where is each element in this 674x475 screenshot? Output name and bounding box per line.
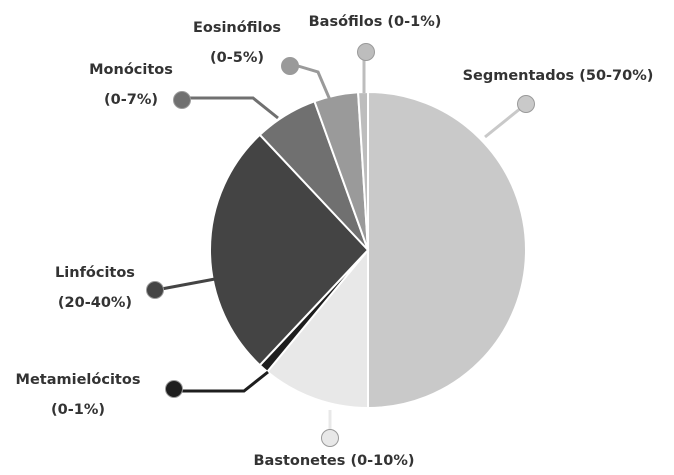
slice-label-6-line-0: Basófilos (0-1%) [309, 14, 442, 30]
slice-label-2-line-1: (0-1%) [51, 402, 105, 418]
slice-label-4-line-1: (0-7%) [104, 92, 158, 108]
pie-slice-0 [367, 90, 527, 410]
slice-label-5-line-0: Eosinófilos [193, 20, 281, 36]
legend-marker-1 [321, 429, 339, 447]
slice-label-5-line-1: (0-5%) [210, 50, 264, 66]
slice-label-4-line-0: Monócitos [89, 62, 173, 78]
leader-line-5 [297, 64, 332, 101]
leader-line-4 [183, 96, 279, 120]
slice-label-3-line-0: Linfócitos [55, 265, 135, 281]
slice-label-3-line-1: (20-40%) [58, 295, 132, 311]
legend-marker-2 [165, 380, 183, 398]
leader-line-3 [155, 277, 216, 292]
leader-line-2 [174, 370, 269, 393]
slice-label-1-line-0: Bastonetes (0-10%) [253, 453, 414, 469]
slice-label-2-line-0: Metamielócitos [16, 372, 141, 388]
legend-marker-0 [517, 95, 535, 113]
legend-marker-6 [357, 43, 375, 61]
slice-label-0-line-0: Segmentados (50-70%) [463, 68, 654, 84]
legend-marker-4 [173, 91, 191, 109]
pie-slice-3 [209, 133, 370, 367]
legend-marker-5 [281, 57, 299, 75]
legend-marker-3 [146, 281, 164, 299]
pie-slice-1 [265, 247, 369, 410]
